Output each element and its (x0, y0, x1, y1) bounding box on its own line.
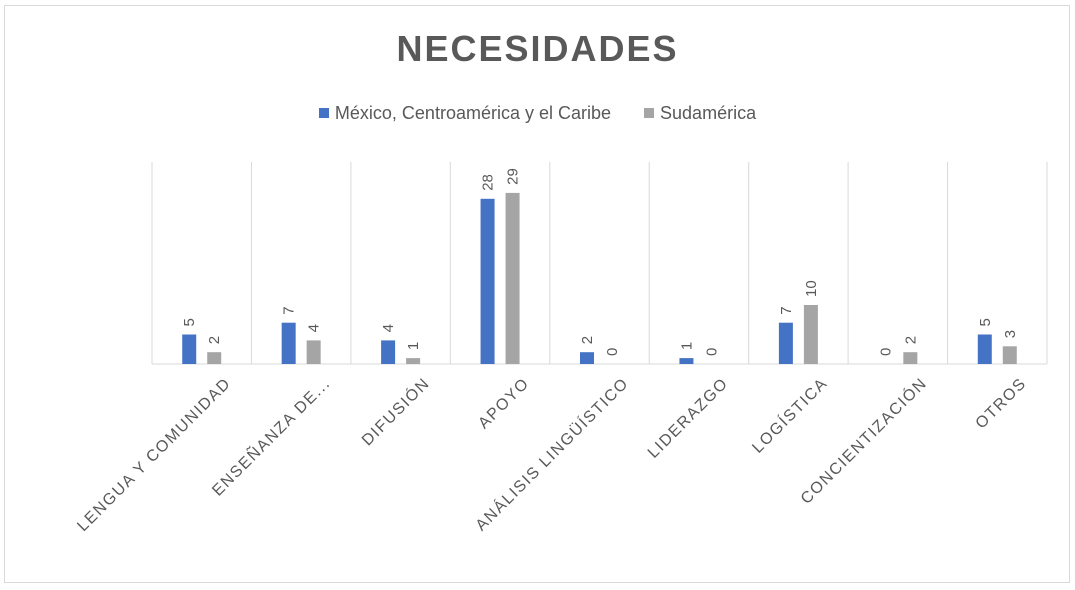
chart-title: NECESIDADES (396, 28, 679, 69)
bar-series-1 (977, 334, 992, 364)
x-tick-label: DIFUSIÓN (357, 373, 433, 449)
bar-series-2 (306, 340, 321, 364)
data-label-series-1: 2 (579, 336, 596, 344)
chart-frame (4, 5, 1070, 583)
bar-series-1 (679, 358, 694, 364)
data-label-series-2: 3 (1002, 330, 1019, 338)
data-label-series-1: 7 (281, 306, 298, 314)
chart-legend: México, Centroamérica y el Caribe Sudamé… (0, 103, 1075, 124)
bar-series-2 (207, 352, 222, 364)
x-tick-label: APOYO (475, 375, 533, 433)
bar-series-2 (803, 305, 818, 364)
data-label-series-2: 2 (206, 336, 223, 344)
legend-label-series-1: México, Centroamérica y el Caribe (334, 103, 612, 123)
data-label-series-1: 5 (181, 318, 198, 326)
data-label-series-1: 4 (380, 324, 397, 332)
legend-item-series-1: México, Centroamérica y el Caribe (318, 103, 612, 124)
bar-series-2 (505, 192, 520, 364)
x-tick-label: OTROS (973, 375, 1031, 433)
x-tick-label: LOGÍSTICA (748, 373, 831, 456)
data-label-series-2: 1 (405, 342, 422, 350)
data-label-series-2: 4 (306, 324, 323, 332)
legend-swatch-series-2 (644, 108, 655, 119)
legend-label-series-2: Sudamérica (660, 103, 757, 123)
legend-item-series-2: Sudamérica (644, 103, 756, 124)
bar-series-1 (480, 198, 495, 364)
bar-series-2 (903, 352, 918, 364)
data-label-series-2: 0 (703, 348, 720, 356)
x-tick-label: LENGUA Y COMUNIDAD (74, 375, 234, 535)
data-label-series-2: 2 (902, 336, 919, 344)
legend-swatch-series-1 (318, 108, 329, 119)
bar-series-2 (1002, 346, 1017, 364)
x-tick-label: ANÁLISIS LINGÜÍSTICO (471, 373, 632, 534)
bar-series-1 (182, 334, 197, 364)
data-label-series-1: 7 (778, 306, 795, 314)
data-label-series-1: 5 (977, 318, 994, 326)
bar-series-2 (406, 358, 421, 364)
bar-series-1 (778, 322, 793, 364)
data-label-series-1: 1 (678, 342, 695, 350)
bar-series-1 (281, 322, 296, 364)
data-label-series-2: 0 (604, 348, 621, 356)
bar-series-1 (580, 352, 594, 364)
bar-series-1 (381, 340, 396, 364)
x-tick-label: LIDERAZGO (645, 375, 732, 462)
data-label-series-2: 10 (803, 280, 820, 297)
data-label-series-2: 29 (505, 168, 522, 185)
data-label-series-1: 0 (877, 348, 894, 356)
data-label-series-1: 28 (480, 174, 497, 191)
